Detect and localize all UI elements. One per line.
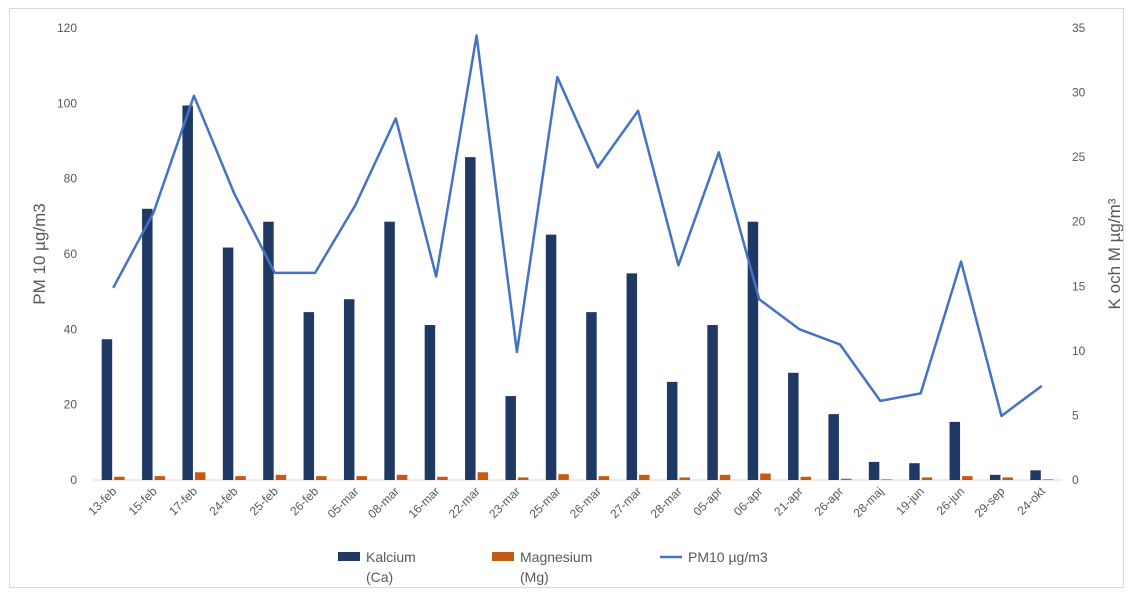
y-right-tick-label: 30 bbox=[1072, 86, 1086, 100]
legend-label: Kalcium bbox=[366, 549, 416, 565]
bar-kalcium bbox=[586, 312, 597, 480]
bar-magnesium bbox=[154, 476, 166, 480]
bar-kalcium bbox=[788, 372, 799, 480]
y-right-tick-label: 0 bbox=[1072, 473, 1079, 487]
bar-kalcium bbox=[949, 421, 961, 480]
bar-magnesium bbox=[194, 472, 206, 480]
y-right-tick-label: 20 bbox=[1072, 215, 1086, 229]
bar-magnesium bbox=[840, 478, 852, 480]
bar-magnesium bbox=[800, 476, 812, 480]
y-right-tick-label: 25 bbox=[1072, 150, 1086, 164]
bar-magnesium bbox=[639, 474, 650, 480]
bar-kalcium bbox=[747, 221, 759, 480]
bar-magnesium bbox=[1042, 479, 1054, 480]
bar-magnesium bbox=[719, 474, 731, 480]
y-left-tick-label: 80 bbox=[64, 172, 78, 186]
bar-magnesium bbox=[316, 476, 327, 480]
bar-kalcium bbox=[142, 208, 153, 481]
y-left-tick-label: 0 bbox=[70, 473, 77, 487]
bar-magnesium bbox=[760, 473, 771, 480]
bar-kalcium bbox=[343, 299, 355, 480]
y-left-tick-label: 120 bbox=[57, 21, 77, 35]
chart-border bbox=[9, 8, 1124, 588]
pm10-series-line bbox=[112, 34, 1043, 418]
bar-magnesium bbox=[437, 476, 448, 480]
legend-label: (Ca) bbox=[366, 569, 393, 585]
legend-swatch bbox=[338, 552, 360, 561]
bar-kalcium bbox=[545, 234, 557, 480]
bar-kalcium bbox=[465, 157, 476, 480]
bar-kalcium bbox=[828, 414, 839, 480]
bar-magnesium bbox=[477, 472, 489, 480]
y-right-tick-label: 35 bbox=[1072, 21, 1086, 35]
bar-kalcium bbox=[707, 325, 718, 480]
bar-kalcium bbox=[424, 325, 436, 480]
y-left-tick-label: 60 bbox=[64, 247, 78, 261]
legend-label: (Mg) bbox=[520, 569, 549, 585]
bar-magnesium bbox=[517, 477, 529, 480]
y-left-tick-label: 20 bbox=[64, 398, 78, 412]
legend-label: Magnesium bbox=[520, 549, 592, 565]
y-left-axis-title: PM 10 µg/m3 bbox=[30, 203, 49, 304]
bar-kalcium bbox=[384, 221, 395, 480]
bar-kalcium bbox=[666, 381, 678, 480]
bar-magnesium bbox=[356, 476, 367, 480]
y-right-axis-title: K och M µg/m³ bbox=[1105, 198, 1124, 309]
bar-magnesium bbox=[396, 474, 408, 480]
bar-magnesium bbox=[114, 476, 125, 480]
y-left-tick-label: 40 bbox=[64, 322, 78, 336]
y-left-tick-label: 100 bbox=[57, 96, 77, 110]
bar-magnesium bbox=[275, 474, 287, 480]
bar-kalcium bbox=[868, 461, 880, 480]
bar-kalcium bbox=[101, 339, 113, 480]
bar-kalcium bbox=[222, 247, 234, 480]
bar-magnesium bbox=[235, 476, 246, 480]
bar-magnesium bbox=[881, 479, 892, 480]
bar-magnesium bbox=[558, 474, 569, 480]
bar-kalcium bbox=[989, 474, 1001, 480]
bar-kalcium bbox=[182, 105, 193, 480]
bar-kalcium bbox=[505, 396, 516, 480]
bar-kalcium bbox=[263, 221, 274, 480]
bar-magnesium bbox=[679, 477, 690, 480]
legend-swatch bbox=[492, 552, 514, 561]
bar-kalcium bbox=[1030, 470, 1041, 480]
bar-magnesium bbox=[921, 477, 933, 480]
bar-magnesium bbox=[962, 476, 973, 480]
bar-kalcium bbox=[303, 312, 315, 480]
bar-kalcium bbox=[909, 463, 920, 480]
bar-magnesium bbox=[598, 476, 610, 480]
bar-magnesium bbox=[1002, 477, 1013, 480]
y-right-tick-label: 10 bbox=[1072, 344, 1086, 358]
legend-label: PM10 µg/m3 bbox=[688, 549, 768, 565]
bars-layer bbox=[101, 105, 1054, 481]
lines-layer bbox=[112, 34, 1043, 418]
bar-kalcium bbox=[626, 273, 638, 480]
y-right-tick-label: 5 bbox=[1072, 408, 1079, 422]
y-right-tick-label: 15 bbox=[1072, 279, 1086, 293]
legend: Kalcium (Ca) Magnesium (Mg) PM10 µg/m3 bbox=[338, 549, 768, 585]
